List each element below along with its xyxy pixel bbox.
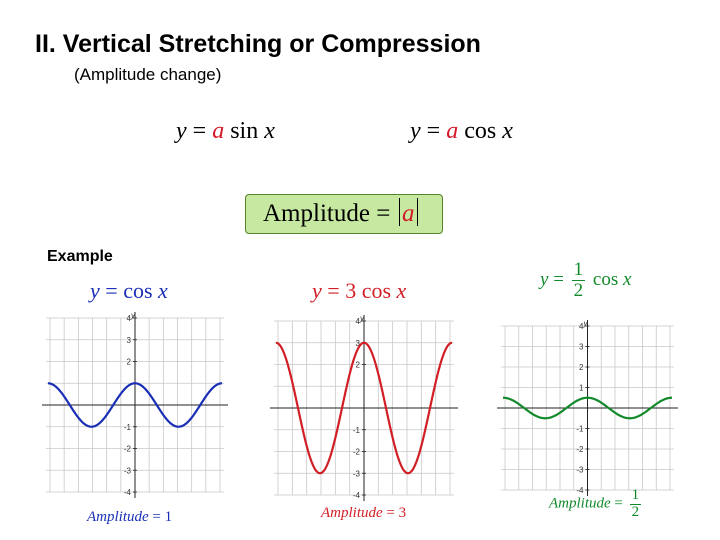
- graph3-amplitude-label: Amplitude = 1 2: [549, 487, 644, 521]
- graph2-title-fn: cos: [361, 278, 392, 303]
- graph1-amplitude-eq: =: [152, 509, 161, 525]
- amplitude-box: Amplitude = a: [245, 194, 443, 234]
- graph2-amplitude-value: 3: [398, 505, 407, 521]
- subtitle: (Amplitude change): [74, 65, 222, 84]
- tick-label: -2: [576, 445, 584, 454]
- tick-label: 3: [127, 336, 132, 345]
- tick-label: -1: [576, 425, 584, 434]
- tick-label: 2: [127, 358, 132, 367]
- graph3-amplitude-eq: =: [614, 495, 623, 512]
- formula-cosine-x: x: [502, 118, 513, 144]
- cosine-curve: [47, 382, 223, 428]
- graph1-title-eq: =: [105, 278, 118, 303]
- formula-sine-eq: =: [192, 118, 207, 144]
- formula-cosine-fn: cos: [464, 118, 497, 144]
- graph3-title-num: 1: [571, 259, 586, 281]
- graph-cos-x: y4 3 2 -1 -2 -3 -4: [42, 311, 228, 498]
- y-axis-label: y: [359, 314, 365, 323]
- tick-label: 4: [356, 317, 361, 326]
- tick-label: -3: [124, 466, 132, 475]
- tick-label: -4: [576, 486, 584, 495]
- y-axis-label: y: [583, 319, 589, 328]
- example-label: Example: [47, 248, 113, 265]
- graph2-title: y = 3 cos x: [312, 278, 406, 304]
- graph1-title-fn: cos: [123, 278, 153, 303]
- tick-label: -4: [124, 488, 132, 497]
- tick-label: 4: [579, 322, 584, 331]
- formula-cosine-a: a: [446, 118, 459, 144]
- graph2-amplitude-label: Amplitude = 3: [321, 505, 406, 522]
- abs-bar-left: [398, 198, 401, 226]
- tick-label: 3: [356, 339, 361, 348]
- graph3-title-lhs: y: [540, 268, 549, 290]
- graph1-amplitude-word: Amplitude: [87, 509, 149, 525]
- graph-half-cos-x: y4 3 2 1 -1 -2 -3 -4: [497, 319, 678, 496]
- graph3-title-fn: cos: [592, 268, 619, 290]
- tick-label: -3: [353, 469, 361, 478]
- tick-label: -2: [353, 448, 361, 457]
- formula-cosine: y = a cos x: [410, 118, 513, 145]
- amplitude-box-a: a: [402, 200, 415, 227]
- formula-sine-lhs: y: [176, 118, 187, 144]
- graph3-title: y = 1 2 cos x: [540, 260, 631, 301]
- graph1-amplitude-label: Amplitude = 1: [87, 509, 172, 526]
- y-axis-label: y: [130, 311, 136, 320]
- formula-cosine-eq: =: [426, 118, 441, 144]
- graph3-amplitude-word: Amplitude: [549, 495, 611, 512]
- tick-label: -1: [124, 423, 132, 432]
- amplitude-box-eq: =: [376, 200, 391, 227]
- cosine-curve: [502, 396, 673, 420]
- cosine-curve: [275, 341, 453, 475]
- graph1-title-x: x: [158, 278, 168, 303]
- graph2-amplitude-eq: =: [386, 505, 395, 521]
- graph3-title-eq: =: [553, 268, 564, 290]
- graph3-title-x: x: [622, 268, 632, 290]
- graph1-title-lhs: y: [90, 278, 100, 303]
- graph2-amplitude-word: Amplitude: [321, 505, 383, 521]
- graph-3cos-x: y4 3 2 -1 -2 -3 -4: [270, 314, 458, 501]
- tick-label: -2: [124, 445, 132, 454]
- page-title: II. Vertical Stretching or Compression: [35, 30, 481, 58]
- formula-sine-a: a: [212, 118, 225, 144]
- graph3-title-den: 2: [573, 279, 584, 301]
- graph3-amplitude-num: 1: [629, 487, 642, 505]
- tick-label: 2: [579, 363, 584, 372]
- graph2-title-x: x: [396, 278, 407, 303]
- amplitude-box-word: Amplitude: [263, 200, 370, 227]
- graph3-amplitude-den: 2: [631, 503, 640, 520]
- graph1-title: y = cos x: [90, 278, 168, 304]
- tick-label: -3: [576, 466, 584, 475]
- formula-sine-fn: sin: [230, 118, 259, 144]
- tick-label: 4: [127, 314, 132, 323]
- tick-label: 3: [579, 343, 584, 352]
- formula-cosine-lhs: y: [410, 118, 421, 144]
- graph2-title-lhs: y: [312, 278, 322, 303]
- graph3-title-fraction: 1 2: [571, 259, 586, 301]
- graph1-amplitude-value: 1: [164, 509, 173, 525]
- graph3-amplitude-fraction: 1 2: [629, 487, 642, 521]
- tick-label: -1: [353, 426, 361, 435]
- tick-label: 2: [356, 361, 361, 370]
- tick-label: 1: [579, 384, 584, 393]
- tick-label: -4: [353, 491, 361, 500]
- formula-sine: y = a sin x: [176, 118, 275, 145]
- formula-sine-x: x: [264, 118, 275, 144]
- graph2-title-eq: =: [327, 278, 340, 303]
- abs-bar-right: [416, 198, 419, 226]
- graph2-title-coef: 3: [345, 278, 357, 303]
